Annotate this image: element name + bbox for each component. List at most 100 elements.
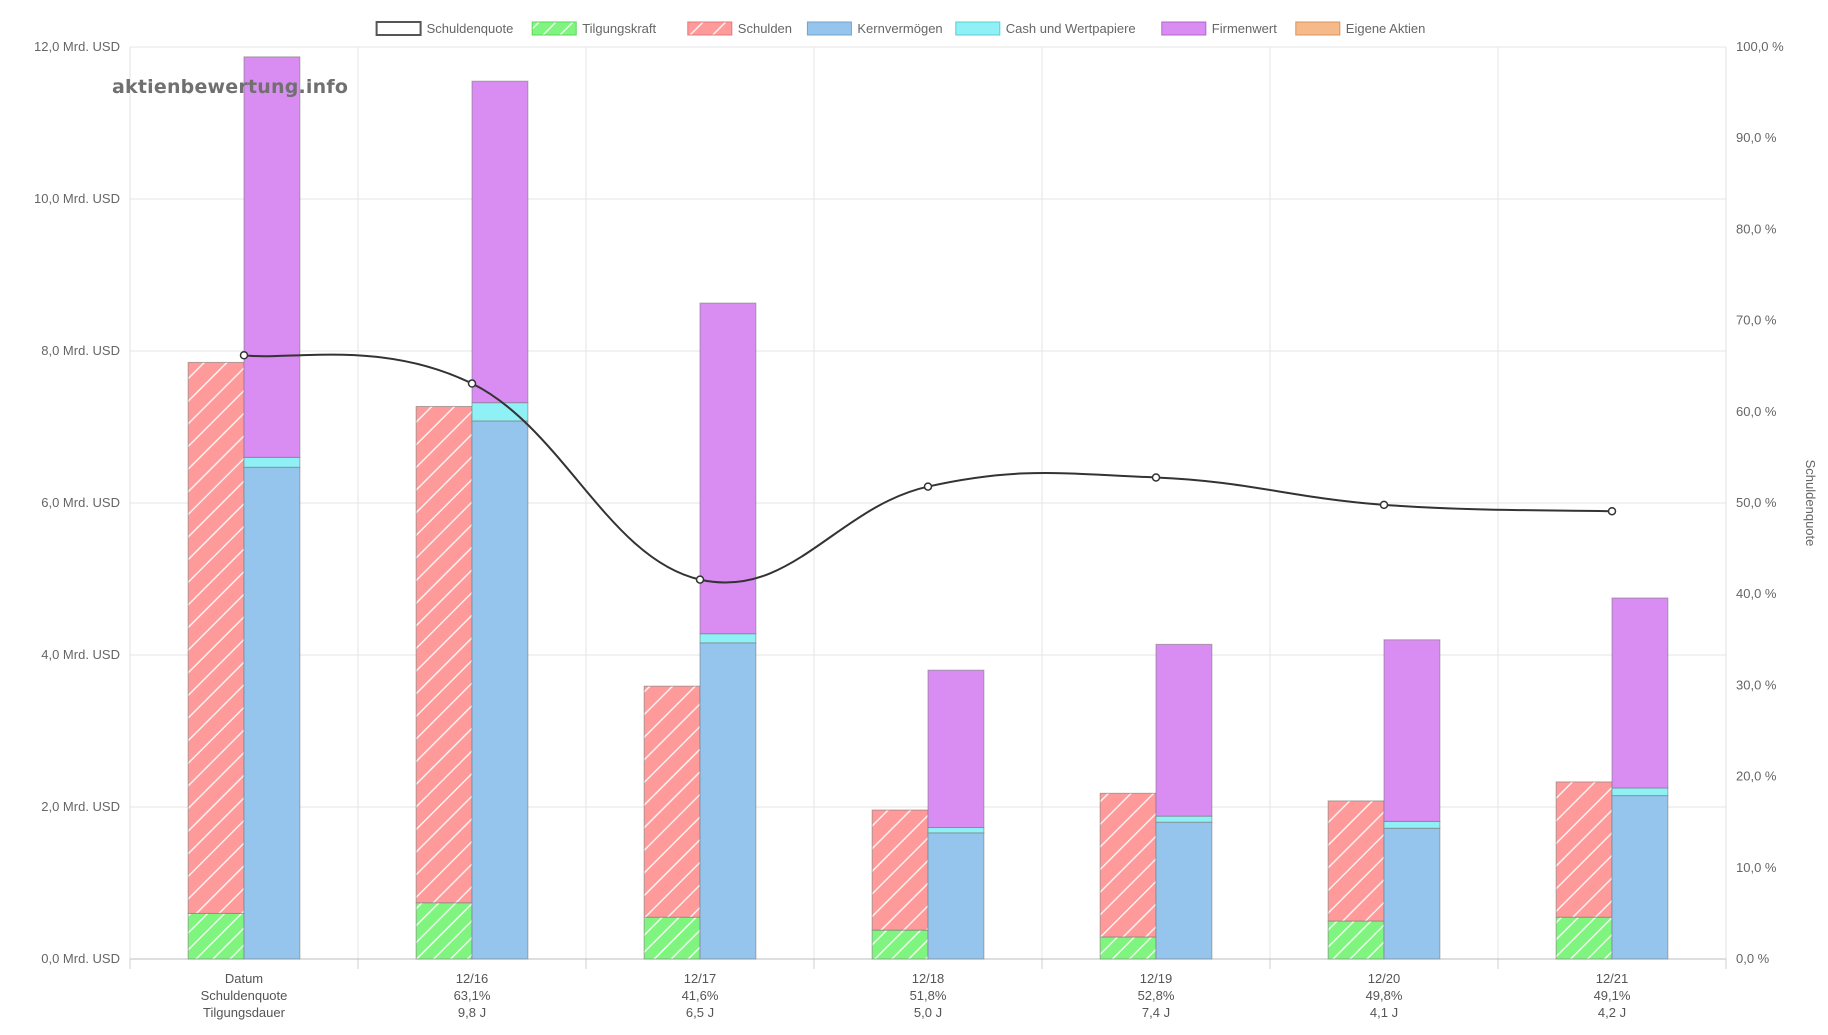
- y-left-tick-label: 6,0 Mrd. USD: [41, 495, 120, 510]
- legend-swatch: [955, 21, 1001, 36]
- x-category-label: Datum: [225, 971, 263, 986]
- x-category-label: Tilgungsdauer: [203, 1005, 286, 1020]
- bar-firmenwert: [699, 302, 757, 635]
- bar-schulden: [415, 405, 473, 904]
- bar-firmenwert: [243, 56, 301, 458]
- y-right-tick-label: 40,0 %: [1736, 586, 1777, 601]
- x-category-label: 41,6%: [682, 988, 719, 1003]
- bar-schulden: [871, 809, 929, 931]
- x-category-label: 49,1%: [1594, 988, 1631, 1003]
- bar-schulden: [1555, 781, 1613, 918]
- y-left-tick-label: 4,0 Mrd. USD: [41, 647, 120, 662]
- bar-tilgungskraft: [1327, 920, 1385, 960]
- y-right-tick-label: 10,0 %: [1736, 860, 1777, 875]
- axis-labels: 0,0 Mrd. USD 2,0 Mrd. USD 4,0 Mrd. USD 6,0 …: [34, 39, 1818, 1020]
- bar-tilgungskraft: [1099, 936, 1157, 960]
- bar-cash-und-wertpapiere: [699, 633, 757, 644]
- y-right-tick-label: 80,0 %: [1736, 221, 1777, 236]
- legend-label: Eigene Aktien: [1346, 21, 1426, 36]
- y-right-tick-label: 100,0 %: [1736, 39, 1784, 54]
- bar-schulden: [1327, 800, 1385, 922]
- legend-swatch: [375, 21, 422, 36]
- x-category-label: 49,8%: [1366, 988, 1403, 1003]
- x-category-label: 7,4 J: [1142, 1005, 1170, 1020]
- x-category-label: 6,5 J: [686, 1005, 714, 1020]
- x-category-label: 5,0 J: [914, 1005, 942, 1020]
- bar-kernvermögen: [471, 420, 529, 960]
- legend-item: Eigene Aktien: [1295, 21, 1426, 36]
- bar-firmenwert: [927, 669, 985, 829]
- x-category-label: 51,8%: [910, 988, 947, 1003]
- bar-cash-und-wertpapiere: [927, 827, 985, 834]
- debt-ratio-line: [239, 351, 1617, 584]
- bar-kernvermögen: [1611, 795, 1669, 960]
- x-category-label: 12/20: [1368, 971, 1401, 986]
- x-category-label: 12/16: [456, 971, 489, 986]
- legend-swatch: [806, 21, 852, 36]
- y-right-tick-label: 30,0 %: [1736, 677, 1777, 692]
- bar-kernvermögen: [243, 466, 301, 960]
- y-left-tick-label: 12,0 Mrd. USD: [34, 39, 120, 54]
- bars: [187, 56, 1669, 960]
- bar-cash-und-wertpapiere: [1611, 787, 1669, 797]
- y-right-tick-label: 50,0 %: [1736, 495, 1777, 510]
- debt-ratio-point: [1607, 506, 1617, 516]
- legend-swatch: [1295, 21, 1341, 36]
- bar-tilgungskraft: [643, 916, 701, 960]
- debt-ratio-point: [467, 379, 477, 388]
- bar-schulden: [187, 361, 245, 914]
- legend-label: Firmenwert: [1212, 21, 1277, 36]
- legend: Schuldenquote Tilgungskraft Schulden Kernve…: [375, 21, 1426, 36]
- bar-schulden: [1099, 792, 1157, 938]
- y-right-tick-label: 70,0 %: [1736, 313, 1777, 328]
- x-category-label: 12/21: [1596, 971, 1629, 986]
- legend-item: Cash und Wertpapiere: [955, 21, 1136, 36]
- bar-cash-und-wertpapiere: [1383, 820, 1441, 829]
- x-category-label: 12/18: [912, 971, 945, 986]
- y-left-tick-label: 0,0 Mrd. USD: [41, 951, 120, 966]
- legend-item: Firmenwert: [1161, 21, 1277, 36]
- legend-label: Kernvermögen: [857, 21, 942, 36]
- y-left-tick-label: 8,0 Mrd. USD: [41, 343, 120, 358]
- x-category-label: 4,1 J: [1370, 1005, 1398, 1020]
- bar-firmenwert: [1611, 597, 1669, 789]
- legend-swatch: [687, 21, 733, 36]
- bar-kernvermögen: [927, 832, 985, 960]
- bar-firmenwert: [471, 80, 529, 404]
- x-category-label: 63,1%: [454, 988, 491, 1003]
- bar-tilgungskraft: [415, 902, 473, 960]
- debt-ratio-point: [923, 482, 933, 491]
- x-category-label: 52,8%: [1138, 988, 1175, 1003]
- y-right-tick-label: 60,0 %: [1736, 404, 1777, 419]
- legend-swatch: [1161, 21, 1207, 36]
- y-right-axis-title: Schuldenquote: [1803, 460, 1818, 547]
- bar-kernvermögen: [1155, 821, 1213, 960]
- bar-firmenwert: [1383, 639, 1441, 822]
- legend-swatch: [531, 21, 577, 36]
- debt-ratio-point: [1151, 473, 1161, 482]
- x-category-label: 12/17: [684, 971, 717, 986]
- y-right-tick-label: 90,0 %: [1736, 130, 1777, 145]
- legend-item: Tilgungskraft: [531, 21, 657, 36]
- bar-kernvermögen: [699, 642, 757, 960]
- y-right-tick-label: 20,0 %: [1736, 769, 1777, 784]
- watermark-logo: aktienbewertung.info: [112, 76, 349, 98]
- y-left-tick-label: 10,0 Mrd. USD: [34, 191, 120, 206]
- legend-label: Schuldenquote: [427, 21, 514, 36]
- legend-item: Schuldenquote: [375, 21, 514, 36]
- x-category-label: 4,2 J: [1598, 1005, 1626, 1020]
- x-category-label: 12/19: [1140, 971, 1173, 986]
- debt-ratio-point: [239, 351, 249, 360]
- y-left-tick-label: 2,0 Mrd. USD: [41, 799, 120, 814]
- grid-lines: [129, 46, 1727, 960]
- legend-label: Cash und Wertpapiere: [1006, 21, 1136, 36]
- bar-cash-und-wertpapiere: [243, 456, 301, 468]
- bar-schulden: [643, 685, 701, 918]
- bar-tilgungskraft: [187, 912, 245, 960]
- legend-item: Schulden: [687, 21, 792, 36]
- debt-ratio-point: [1379, 500, 1389, 510]
- x-category-label: Schuldenquote: [201, 988, 288, 1003]
- bar-firmenwert: [1155, 643, 1213, 817]
- y-right-tick-label: 0,0 %: [1736, 951, 1770, 966]
- bar-tilgungskraft: [871, 929, 929, 960]
